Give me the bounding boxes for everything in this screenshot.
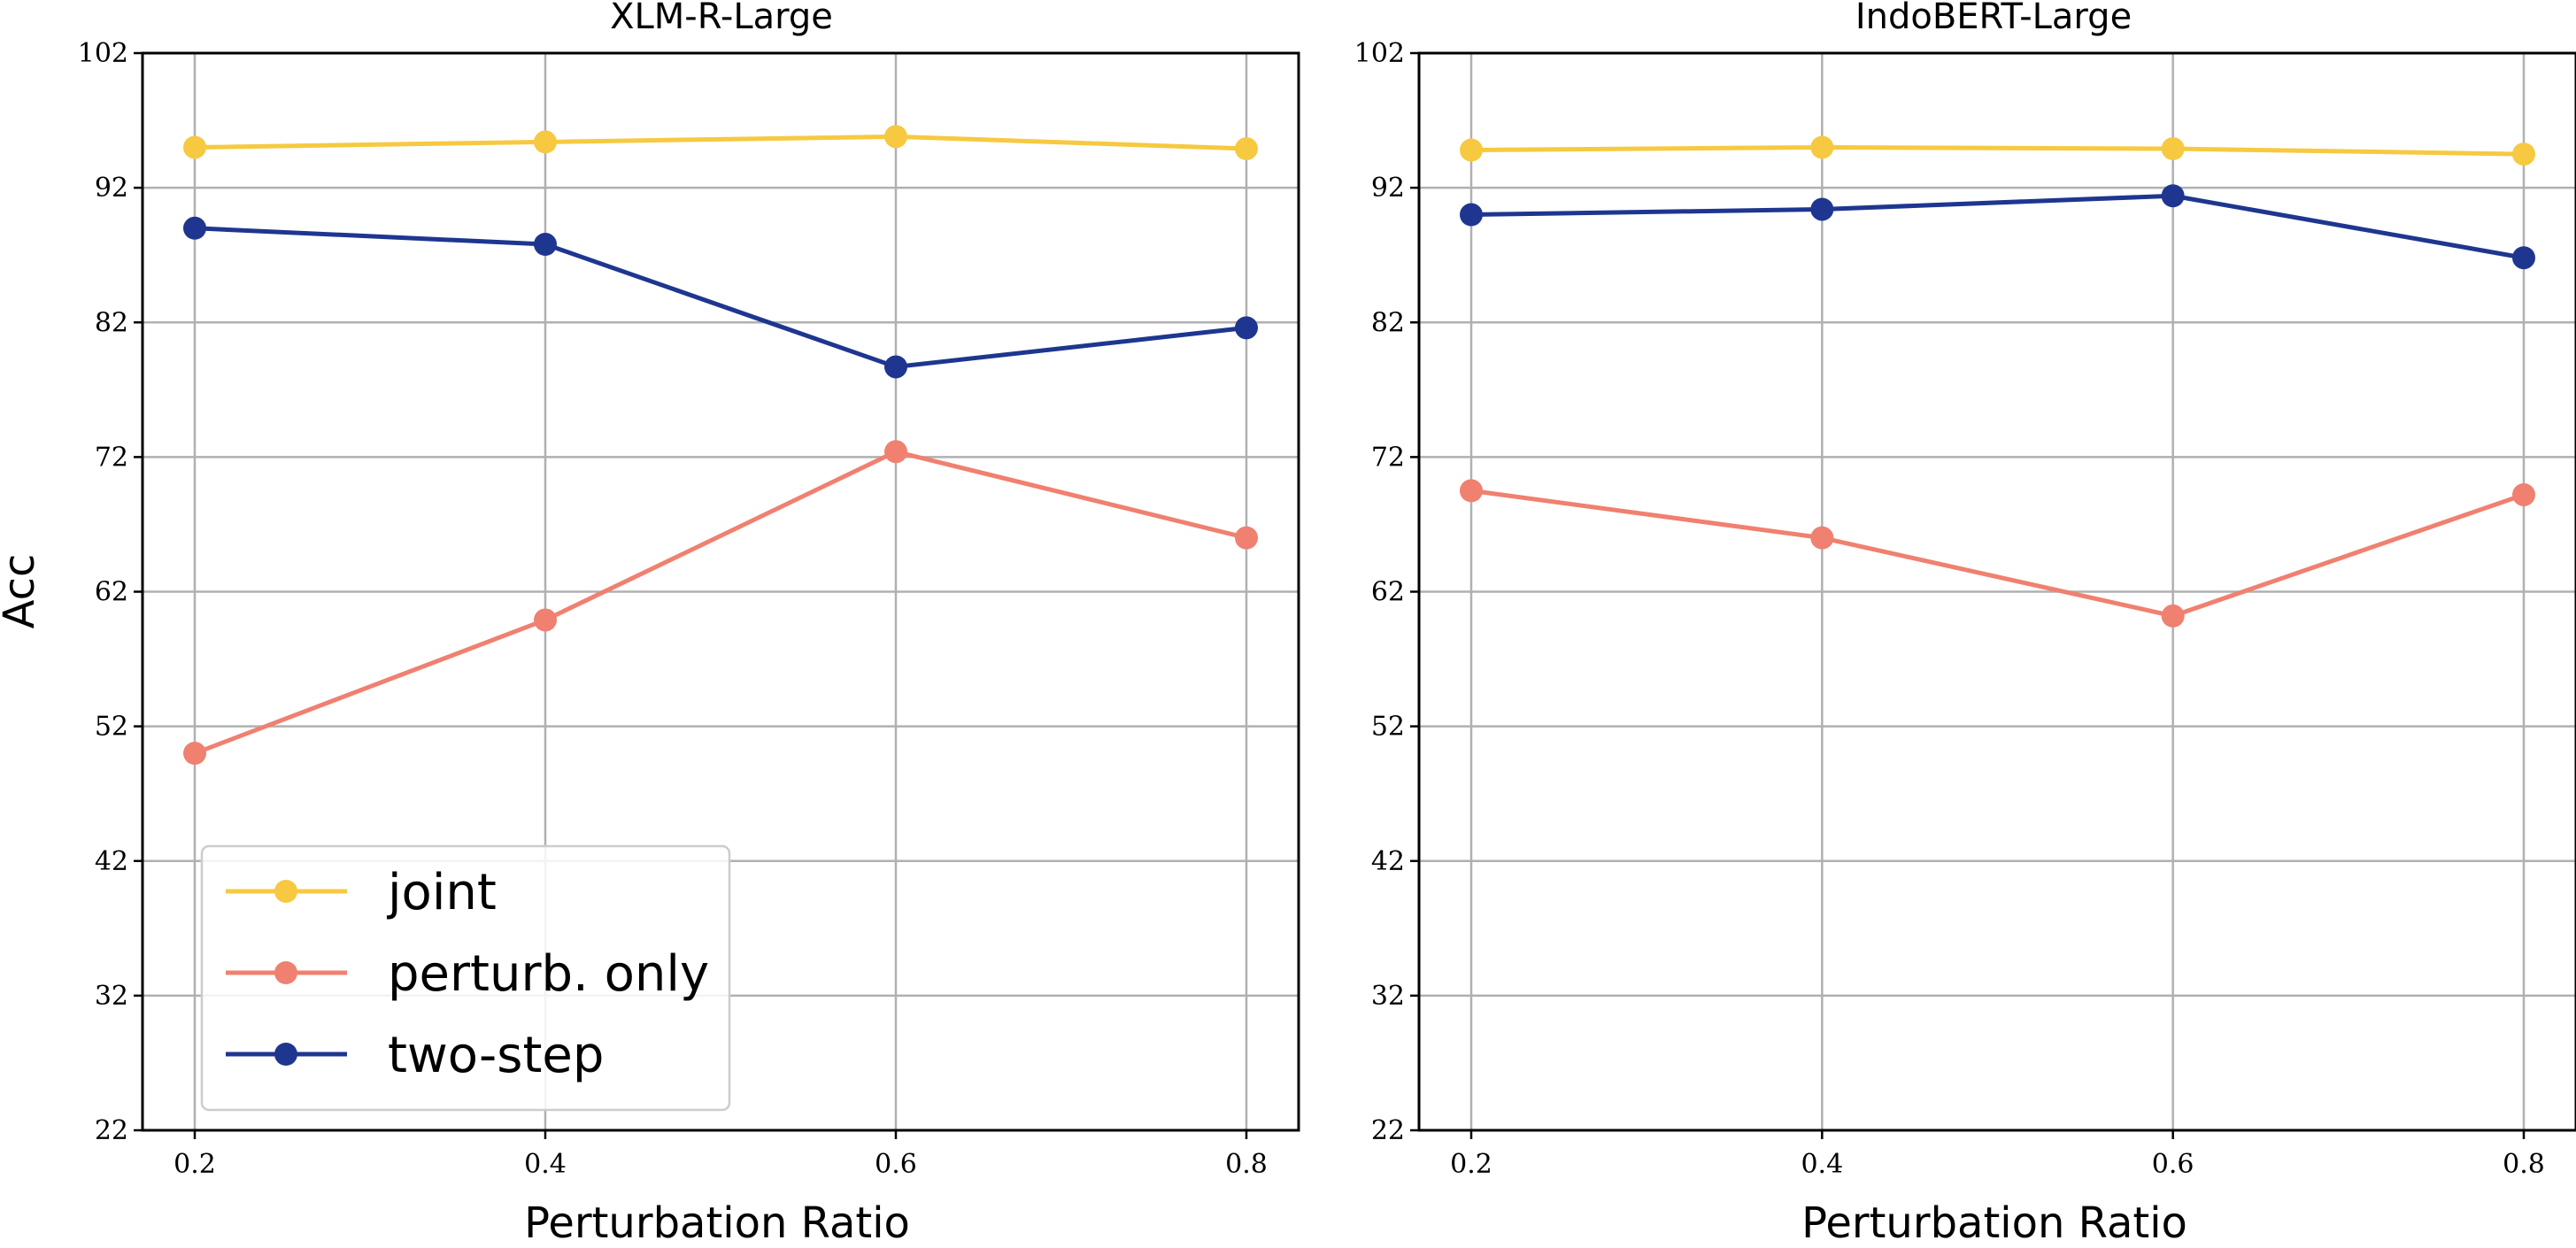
- data-point-perturb: [183, 742, 206, 766]
- x-tick-label: 0.4: [524, 1149, 567, 1180]
- data-point-twostep: [1235, 316, 1258, 340]
- y-tick-label: 62: [95, 577, 128, 608]
- y-tick-label: 22: [1371, 1115, 1405, 1146]
- data-point-perturb: [2512, 482, 2535, 506]
- data-point-perturb: [1235, 526, 1258, 550]
- legend-swatch-marker: [274, 1043, 297, 1066]
- x-tick-label: 0.4: [1801, 1149, 1843, 1180]
- panel-indobert-large: IndoBERT-Large Perturbation Ratio 0.2 0.4…: [1354, 0, 2576, 1248]
- data-point-twostep: [534, 233, 557, 257]
- legend-swatch-marker: [274, 961, 297, 984]
- y-tick-label: 32: [95, 981, 128, 1012]
- x-tick-label: 0.8: [2503, 1149, 2545, 1180]
- x-tick-label: 0.2: [174, 1149, 216, 1180]
- y-tick-label: 82: [1371, 307, 1405, 338]
- panel-title: XLM-R-Large: [610, 0, 833, 37]
- legend-box: [200, 844, 731, 1112]
- data-point-joint: [884, 125, 907, 149]
- y-tick-label: 22: [95, 1115, 128, 1146]
- data-point-twostep: [884, 355, 907, 379]
- x-axis-label: Perturbation Ratio: [524, 1198, 910, 1248]
- series-line-perturb: [194, 449, 1247, 756]
- y-tick-label: 102: [1354, 38, 1405, 69]
- legend-swatch-marker: [274, 880, 297, 903]
- panel-title: IndoBERT-Large: [1855, 0, 2132, 37]
- data-point-joint: [1235, 137, 1258, 161]
- data-point-joint: [2161, 137, 2185, 161]
- x-tick-label: 0.8: [1225, 1149, 1268, 1180]
- data-point-twostep: [2161, 184, 2185, 208]
- y-tick-label: 62: [1371, 577, 1405, 608]
- data-point-joint: [2512, 143, 2535, 166]
- data-point-joint: [1810, 135, 1834, 159]
- data-point-twostep: [1460, 203, 1483, 227]
- y-tick-label: 82: [95, 307, 128, 338]
- data-point-twostep: [2512, 246, 2535, 270]
- y-tick-label: 72: [95, 442, 128, 473]
- y-tick-label: 72: [1371, 442, 1405, 473]
- x-tick-label: 0.6: [875, 1149, 917, 1180]
- data-point-perturb: [534, 608, 557, 632]
- data-point-perturb: [2161, 604, 2185, 628]
- data-point-joint: [1460, 138, 1483, 162]
- series-line-perturb: [1470, 488, 2525, 619]
- y-tick-label: 42: [95, 846, 128, 877]
- data-point-twostep: [1810, 197, 1834, 221]
- panel-xlm-r-large: XLM-R-Large Perturbation Ratio 0.2 0.4 0.6…: [78, 0, 1300, 1248]
- y-tick-label: 102: [78, 38, 128, 69]
- data-point-joint: [534, 130, 557, 154]
- legend-label: perturb. only: [388, 945, 709, 1003]
- y-tick-label: 92: [1371, 173, 1405, 204]
- y-tick-label: 42: [1371, 846, 1405, 877]
- legend: joint perturb. only two-step: [200, 844, 731, 1112]
- data-point-joint: [183, 135, 206, 159]
- series-line-twostep: [1470, 193, 2525, 260]
- x-axis-label: Perturbation Ratio: [1801, 1198, 2187, 1248]
- x-tick-label: 0.2: [1450, 1149, 1492, 1180]
- y-tick-label: 92: [95, 173, 128, 204]
- series-line-twostep: [194, 226, 1247, 369]
- x-tick-label: 0.6: [2152, 1149, 2194, 1180]
- data-point-perturb: [1810, 526, 1834, 550]
- y-tick-label: 32: [1371, 981, 1405, 1012]
- y-axis-label: Acc: [0, 554, 44, 629]
- series-line-joint: [194, 134, 1247, 151]
- data-point-perturb: [1460, 479, 1483, 503]
- data-point-perturb: [884, 440, 907, 464]
- series-line-joint: [1470, 144, 2525, 157]
- legend-label: two-step: [388, 1027, 604, 1084]
- y-tick-label: 52: [1371, 712, 1405, 743]
- data-point-twostep: [183, 216, 206, 240]
- legend-label: joint: [386, 864, 497, 921]
- y-tick-label: 52: [95, 712, 128, 743]
